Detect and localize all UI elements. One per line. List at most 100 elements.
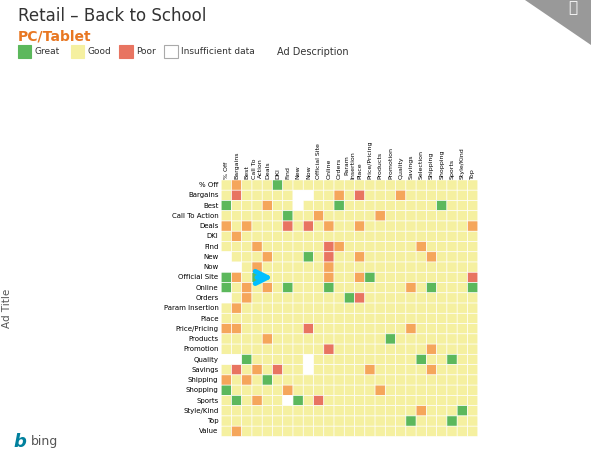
FancyBboxPatch shape — [385, 293, 396, 303]
FancyBboxPatch shape — [324, 262, 334, 272]
FancyBboxPatch shape — [406, 364, 416, 375]
FancyBboxPatch shape — [365, 242, 375, 252]
FancyBboxPatch shape — [406, 180, 416, 190]
FancyBboxPatch shape — [303, 211, 314, 221]
FancyBboxPatch shape — [283, 324, 293, 334]
FancyBboxPatch shape — [365, 385, 375, 396]
FancyBboxPatch shape — [437, 405, 447, 416]
FancyBboxPatch shape — [375, 231, 386, 242]
FancyBboxPatch shape — [293, 211, 304, 221]
FancyBboxPatch shape — [457, 354, 467, 365]
FancyBboxPatch shape — [457, 396, 467, 406]
FancyBboxPatch shape — [447, 324, 457, 334]
FancyBboxPatch shape — [293, 262, 304, 272]
FancyBboxPatch shape — [447, 262, 457, 272]
FancyBboxPatch shape — [334, 190, 344, 201]
FancyBboxPatch shape — [427, 200, 437, 211]
FancyBboxPatch shape — [457, 252, 467, 262]
FancyBboxPatch shape — [406, 354, 416, 365]
FancyBboxPatch shape — [242, 262, 252, 272]
FancyBboxPatch shape — [232, 221, 242, 231]
FancyBboxPatch shape — [232, 180, 242, 190]
FancyBboxPatch shape — [385, 354, 396, 365]
FancyBboxPatch shape — [242, 221, 252, 231]
FancyBboxPatch shape — [313, 200, 324, 211]
FancyBboxPatch shape — [334, 180, 344, 190]
FancyBboxPatch shape — [427, 303, 437, 314]
FancyBboxPatch shape — [262, 252, 272, 262]
FancyBboxPatch shape — [375, 396, 386, 406]
FancyBboxPatch shape — [437, 283, 447, 293]
FancyBboxPatch shape — [334, 211, 344, 221]
FancyBboxPatch shape — [221, 211, 232, 221]
FancyBboxPatch shape — [232, 190, 242, 201]
FancyBboxPatch shape — [313, 313, 324, 324]
FancyBboxPatch shape — [447, 221, 457, 231]
FancyBboxPatch shape — [467, 221, 478, 231]
FancyBboxPatch shape — [457, 426, 467, 436]
FancyBboxPatch shape — [395, 334, 406, 344]
FancyBboxPatch shape — [262, 303, 272, 314]
FancyBboxPatch shape — [242, 324, 252, 334]
FancyBboxPatch shape — [416, 416, 427, 426]
FancyBboxPatch shape — [375, 375, 386, 385]
FancyBboxPatch shape — [406, 416, 416, 426]
FancyBboxPatch shape — [395, 354, 406, 365]
FancyBboxPatch shape — [344, 313, 355, 324]
FancyBboxPatch shape — [232, 364, 242, 375]
FancyBboxPatch shape — [427, 385, 437, 396]
FancyBboxPatch shape — [395, 324, 406, 334]
FancyBboxPatch shape — [395, 364, 406, 375]
FancyBboxPatch shape — [313, 375, 324, 385]
FancyBboxPatch shape — [416, 262, 427, 272]
FancyBboxPatch shape — [416, 180, 427, 190]
FancyBboxPatch shape — [427, 252, 437, 262]
FancyBboxPatch shape — [406, 221, 416, 231]
FancyBboxPatch shape — [262, 242, 272, 252]
FancyBboxPatch shape — [324, 221, 334, 231]
FancyBboxPatch shape — [242, 416, 252, 426]
FancyBboxPatch shape — [375, 303, 386, 314]
FancyBboxPatch shape — [344, 272, 355, 283]
FancyBboxPatch shape — [427, 416, 437, 426]
FancyBboxPatch shape — [427, 426, 437, 436]
FancyBboxPatch shape — [365, 190, 375, 201]
FancyBboxPatch shape — [416, 231, 427, 242]
FancyBboxPatch shape — [365, 303, 375, 314]
FancyBboxPatch shape — [375, 313, 386, 324]
FancyBboxPatch shape — [272, 354, 283, 365]
FancyBboxPatch shape — [416, 405, 427, 416]
FancyBboxPatch shape — [365, 200, 375, 211]
FancyBboxPatch shape — [416, 313, 427, 324]
FancyBboxPatch shape — [406, 344, 416, 355]
FancyBboxPatch shape — [344, 364, 355, 375]
FancyBboxPatch shape — [283, 252, 293, 262]
FancyBboxPatch shape — [303, 272, 314, 283]
Text: 🛒: 🛒 — [568, 0, 577, 16]
FancyBboxPatch shape — [334, 262, 344, 272]
FancyBboxPatch shape — [406, 211, 416, 221]
FancyBboxPatch shape — [365, 354, 375, 365]
FancyBboxPatch shape — [437, 190, 447, 201]
FancyBboxPatch shape — [457, 200, 467, 211]
FancyBboxPatch shape — [427, 180, 437, 190]
FancyBboxPatch shape — [457, 344, 467, 355]
FancyBboxPatch shape — [293, 426, 304, 436]
FancyBboxPatch shape — [467, 211, 478, 221]
FancyBboxPatch shape — [272, 303, 283, 314]
FancyBboxPatch shape — [242, 211, 252, 221]
FancyBboxPatch shape — [324, 405, 334, 416]
FancyBboxPatch shape — [427, 364, 437, 375]
FancyBboxPatch shape — [334, 324, 344, 334]
FancyBboxPatch shape — [272, 242, 283, 252]
FancyBboxPatch shape — [293, 221, 304, 231]
FancyBboxPatch shape — [242, 405, 252, 416]
FancyBboxPatch shape — [324, 293, 334, 303]
FancyBboxPatch shape — [252, 375, 262, 385]
FancyBboxPatch shape — [272, 180, 283, 190]
FancyBboxPatch shape — [344, 416, 355, 426]
FancyBboxPatch shape — [252, 334, 262, 344]
FancyBboxPatch shape — [447, 385, 457, 396]
FancyBboxPatch shape — [457, 242, 467, 252]
FancyBboxPatch shape — [313, 293, 324, 303]
